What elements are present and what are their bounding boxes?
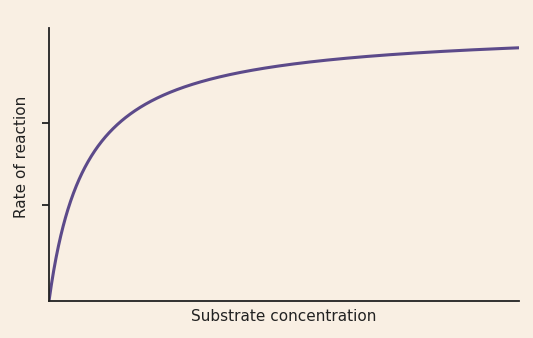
Y-axis label: Rate of reaction: Rate of reaction bbox=[14, 96, 29, 218]
X-axis label: Substrate concentration: Substrate concentration bbox=[191, 309, 377, 324]
